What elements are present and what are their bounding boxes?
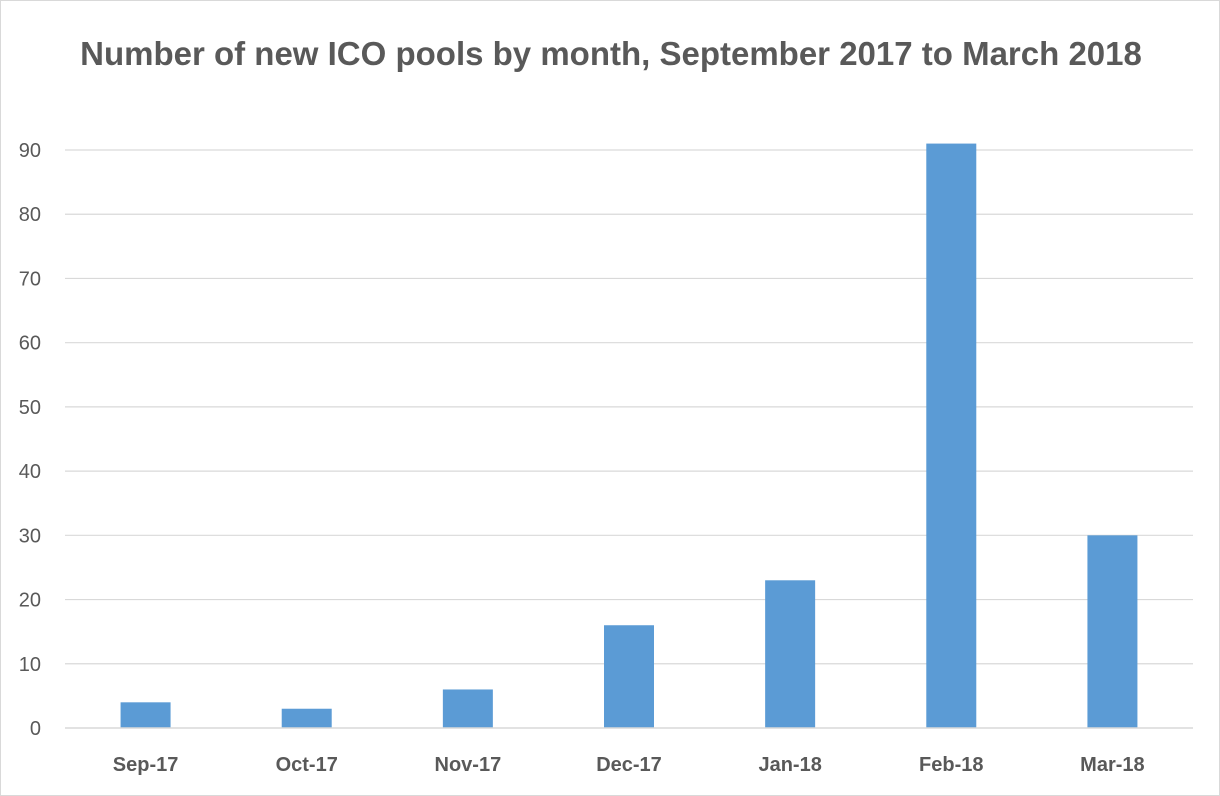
y-tick-label: 10: [19, 654, 41, 676]
x-tick-label: Oct-17: [276, 754, 338, 776]
y-tick-label: 80: [19, 204, 41, 226]
bar-sep-17: [120, 702, 171, 728]
bar-mar-18: [1087, 535, 1138, 728]
y-tick-label: 50: [19, 397, 41, 419]
bar-jan-18: [765, 580, 816, 728]
x-tick-label: Sep-17: [113, 754, 179, 776]
x-tick-label: Feb-18: [919, 754, 983, 776]
y-tick-label: 70: [19, 268, 41, 290]
x-tick-label: Dec-17: [596, 754, 662, 776]
x-tick-labels: Sep-17 Oct-17 Nov-17 Dec-17 Jan-18 Feb-18 Mar-…: [113, 754, 1145, 776]
y-tick-label: 0: [30, 718, 41, 740]
gridlines: [65, 149, 1193, 665]
y-tick-label: 20: [19, 590, 41, 612]
y-tick-label: 60: [19, 333, 41, 355]
y-tick-label: 40: [19, 461, 41, 483]
x-tick-label: Nov-17: [435, 754, 502, 776]
bars: [120, 143, 1138, 729]
bar-feb-18: [926, 143, 977, 729]
y-tick-label: 30: [19, 525, 41, 547]
x-tick-label: Mar-18: [1080, 754, 1144, 776]
bar-nov-17: [442, 689, 493, 728]
bar-dec-17: [604, 625, 654, 728]
bar-oct-17: [281, 708, 332, 728]
y-tick-labels: 0 10 20 30 40 50 60 70 80 90: [19, 140, 41, 740]
x-tick-label: Jan-18: [758, 754, 821, 776]
y-tick-label: 90: [19, 140, 41, 162]
chart-title: Number of new ICO pools by month, Septem…: [80, 35, 1142, 72]
